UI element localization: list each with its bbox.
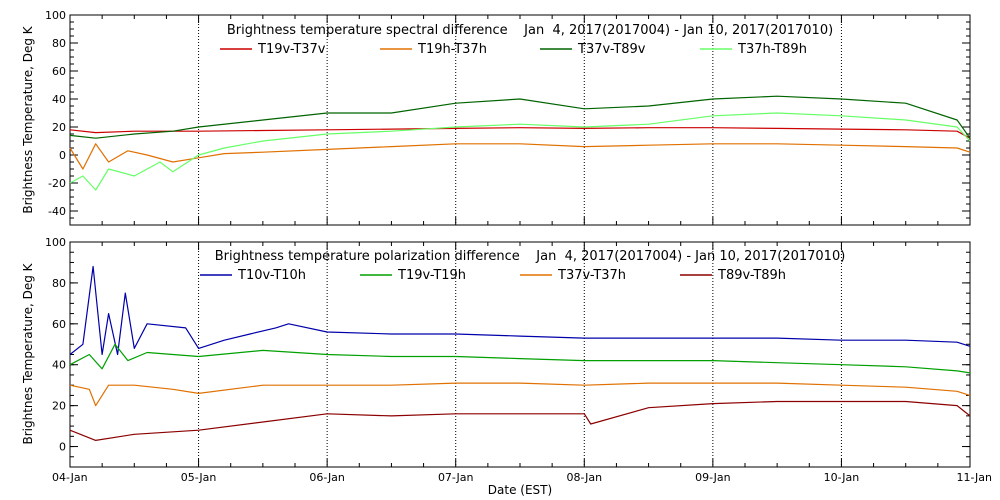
top-legend-label-3: T37v-T89v — [577, 42, 646, 57]
top-legend-label-1: T19v-T37v — [257, 42, 326, 57]
x-tick-label: 10-Jan — [824, 471, 860, 484]
top-y-axis-label: Brightness Temperature, Deg K — [21, 25, 35, 213]
bottom-series-line-1 — [69, 265, 971, 356]
top-y-tick-label: 0 — [59, 149, 66, 162]
bottom-legend-label-3: T37v-T37h — [557, 268, 626, 283]
top-series-line-2 — [69, 143, 971, 170]
bottom-legend-label-2: T19v-T19h — [397, 268, 466, 283]
x-tick-label: 06-Jan — [309, 471, 345, 484]
bottom-y-tick-label: 100 — [45, 236, 66, 249]
top-legend-label-4: T37h-T89h — [737, 42, 807, 57]
x-tick-label: 08-Jan — [567, 471, 603, 484]
bottom-legend-label-4: T89v-T89h — [717, 268, 786, 283]
chart-layers: -40 -20 0 20 40 60 80 100 T19v-T37v T19h-T37h T37v… — [45, 9, 992, 484]
top-series-line-3 — [69, 95, 971, 139]
x-tick-label: 09-Jan — [695, 471, 731, 484]
top-panel-frame — [69, 14, 971, 226]
bottom-y-axis-label: Brightnes Temperature, Deg K — [21, 262, 35, 444]
bottom-y-tick-label: 0 — [59, 441, 66, 454]
top-panel-title: Brightness temperature spectral differen… — [227, 23, 833, 38]
bottom-panel-title: Brightness temperature polarization diff… — [215, 249, 846, 264]
x-tick-label: 05-Jan — [181, 471, 217, 484]
bottom-y-tick-label: 40 — [52, 359, 66, 372]
top-y-tick-label: -40 — [48, 205, 66, 218]
top-y-tick-label: 40 — [52, 93, 66, 106]
bottom-y-tick-label: 80 — [52, 277, 66, 290]
bottom-y-tick-label: 60 — [52, 318, 66, 331]
bottom-series-line-3 — [69, 382, 971, 407]
top-y-tick-label: -20 — [48, 177, 66, 190]
top-legend-label-2: T19h-T37h — [417, 42, 487, 57]
top-series-line-1 — [69, 127, 971, 139]
x-axis-label: Date (EST) — [488, 483, 552, 497]
top-series-line-4 — [69, 112, 971, 191]
top-y-tick-label: 20 — [52, 121, 66, 134]
top-y-tick-label: 60 — [52, 65, 66, 78]
x-tick-label: 04-Jan — [52, 471, 88, 484]
x-tick-label: 07-Jan — [438, 471, 474, 484]
top-y-tick-label: 80 — [52, 37, 66, 50]
bottom-legend-label-1: T10v-T10h — [237, 268, 306, 283]
top-y-tick-label: 100 — [45, 9, 66, 22]
bottom-series-line-2 — [69, 343, 971, 374]
bottom-y-tick-label: 20 — [52, 400, 66, 413]
x-tick-label: 11-Jan — [956, 471, 992, 484]
bottom-series-line-4 — [69, 400, 971, 441]
